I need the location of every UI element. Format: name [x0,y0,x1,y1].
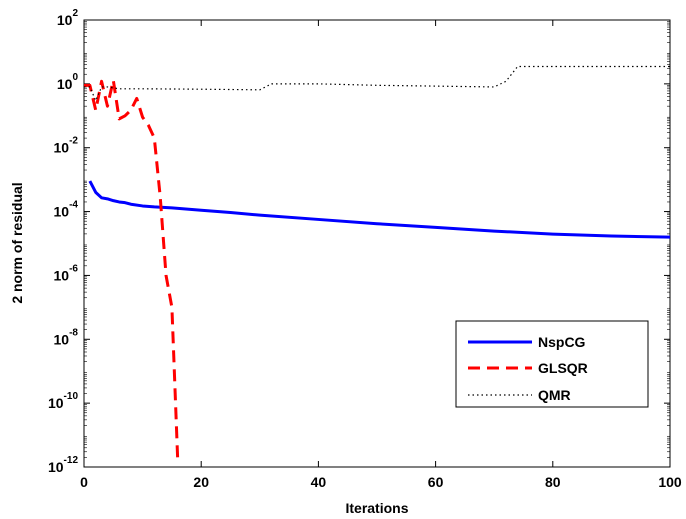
y-tick-label: 102 [57,8,79,28]
y-tick-label: 10-10 [48,391,78,411]
y-tick-label: 10-6 [54,263,79,283]
x-tick-label: 20 [193,474,209,490]
y-tick-label: 100 [57,72,79,92]
x-tick-label: 80 [545,474,561,490]
x-tick-label: 40 [311,474,327,490]
axis-ticks [83,19,671,468]
y-tick-label: 10-4 [54,200,79,220]
legend-label-glsqr: GLSQR [538,360,588,376]
series-lines [84,65,671,462]
y-tick-label: 10-12 [48,455,78,475]
x-tick-label: 0 [80,474,88,490]
series-nspcg-line [88,180,671,239]
legend-label-nspcg: NspCG [538,334,586,350]
legend: NspCG GLSQR QMR [455,320,649,408]
legend-box [455,320,649,408]
axis-tick-labels: 0 20 40 60 80 100 102 100 10-2 10-4 10-6 10-8 10-10 1… [48,8,682,490]
y-tick-label: 10-2 [54,136,79,156]
legend-label-qmr: QMR [538,387,571,403]
series-glsqr-line [84,78,180,462]
x-axis-label: Iterations [345,500,408,516]
x-tick-label: 60 [428,474,444,490]
x-tick-label: 100 [658,474,682,490]
y-axis-label: 2 norm of residual [9,182,25,303]
y-tick-label: 10-8 [54,327,79,347]
